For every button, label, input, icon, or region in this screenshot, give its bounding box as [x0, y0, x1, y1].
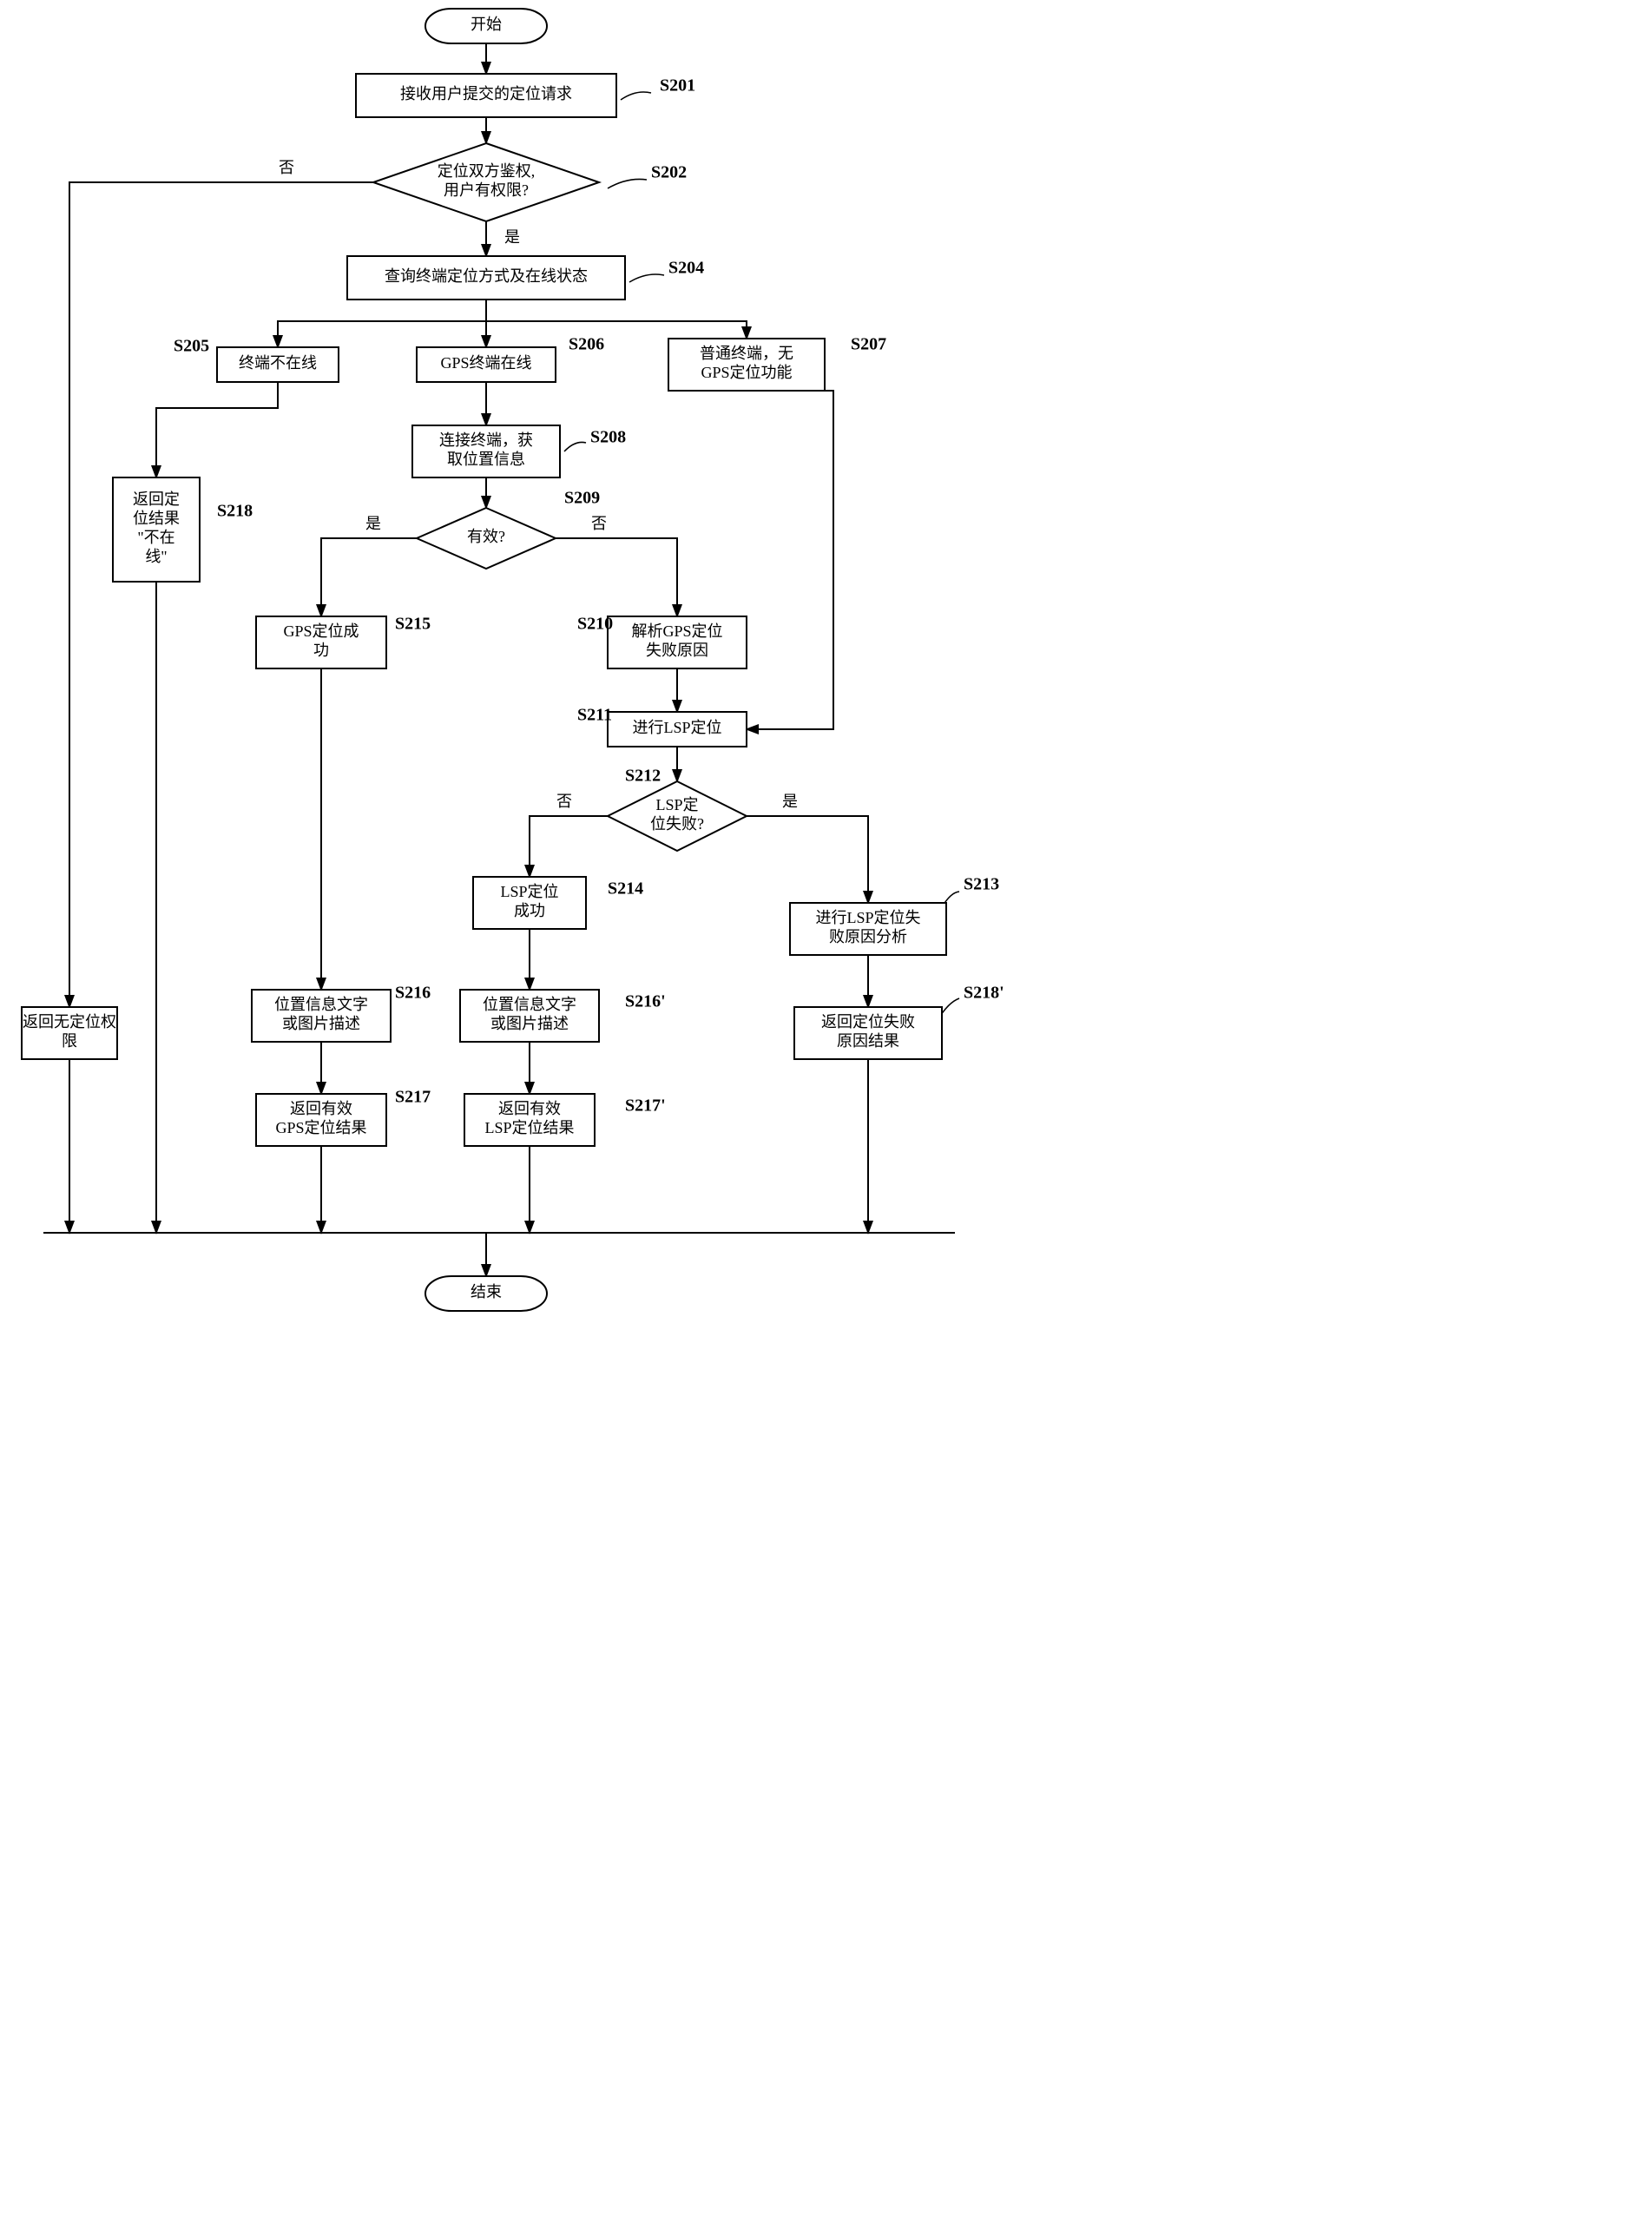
step-label: S210	[577, 615, 613, 634]
step-label: S202	[651, 163, 687, 182]
step-label: S217	[395, 1088, 431, 1107]
node-s204: 查询终端定位方式及在线状态 S204	[347, 256, 704, 300]
label-anchor	[608, 179, 647, 188]
edge	[321, 538, 417, 616]
node-s217: 返回有效GPS定位结果S217	[256, 1088, 431, 1146]
node-s214: LSP定位成功S214	[473, 877, 643, 929]
label-anchor	[621, 92, 651, 100]
node-s201: 接收用户提交的定位请求 S201	[356, 74, 695, 117]
step-label: S201	[660, 76, 695, 95]
edge	[747, 391, 833, 729]
node-s215: GPS定位成功S215	[256, 615, 431, 668]
edge-label: 是	[365, 515, 381, 532]
step-label: S214	[608, 879, 643, 899]
node-text: 进行LSP定位	[632, 719, 721, 736]
step-label: S211	[577, 706, 612, 725]
node-s218: 返回定位结果"不在线"S218	[113, 477, 253, 582]
node-start: 开始	[425, 9, 547, 43]
node-text: 结束	[471, 1283, 502, 1300]
step-label: S206	[569, 335, 604, 354]
step-label: S207	[851, 335, 886, 354]
node-s207: 普通终端，无GPS定位功能S207	[668, 335, 886, 391]
node-s216p: 位置信息文字或图片描述S216'	[460, 990, 666, 1042]
node-s202: 定位双方鉴权,用户有权限?S202	[373, 143, 687, 221]
flowchart-canvas: 否是是否否是开始接收用户提交的定位请求S201定位双方鉴权,用户有权限?S202…	[0, 0, 1042, 1389]
node-s218p: 返回定位失败原因结果S218'	[794, 984, 1004, 1059]
step-label: S213	[964, 875, 999, 894]
edge	[278, 300, 486, 347]
step-label: S208	[590, 428, 626, 447]
step-label: S216'	[625, 992, 666, 1011]
node-s208: 连接终端，获取位置信息S208	[412, 425, 626, 477]
node-noperm: 返回无定位权限	[22, 1007, 117, 1059]
edge-label: 否	[556, 793, 572, 810]
node-s210: 解析GPS定位失败原因S210	[577, 615, 747, 668]
step-label: S212	[625, 767, 661, 786]
label-anchor	[629, 274, 664, 282]
step-label: S215	[395, 615, 431, 634]
label-anchor	[564, 442, 586, 451]
edge	[69, 182, 373, 1007]
node-s217p: 返回有效LSP定位结果S217'	[464, 1094, 666, 1146]
step-label: S217'	[625, 1096, 666, 1116]
edge	[156, 382, 278, 477]
node-text: 终端不在线	[239, 354, 317, 372]
node-s216: 位置信息文字或图片描述S216	[252, 984, 431, 1042]
step-label: S216	[395, 984, 431, 1003]
node-s205: 终端不在线 S205	[174, 337, 339, 382]
step-label: S218	[217, 502, 253, 521]
node-text: 开始	[471, 16, 502, 33]
step-label: S205	[174, 337, 209, 356]
node-text: 查询终端定位方式及在线状态	[385, 267, 588, 285]
edge	[486, 300, 747, 339]
node-text: GPS终端在线	[440, 354, 531, 372]
edge-label: 否	[591, 515, 607, 532]
edge	[530, 816, 608, 877]
edge	[556, 538, 677, 616]
node-s206: GPS终端在线 S206	[417, 335, 604, 382]
node-s211: 进行LSP定位 S211	[577, 706, 747, 747]
node-end: 结束	[425, 1276, 547, 1311]
node-s209: 有效? S209	[417, 489, 600, 569]
edge	[747, 816, 868, 903]
step-label: S204	[668, 259, 704, 278]
node-text: 接收用户提交的定位请求	[400, 85, 572, 102]
edge-label: 是	[504, 228, 520, 246]
step-label: S209	[564, 489, 600, 508]
step-label: S218'	[964, 984, 1004, 1003]
node-text: 有效?	[467, 528, 505, 545]
edge-label: 是	[782, 793, 798, 810]
edge-label: 否	[279, 159, 294, 176]
node-s213: 进行LSP定位失败原因分析S213	[790, 875, 999, 955]
